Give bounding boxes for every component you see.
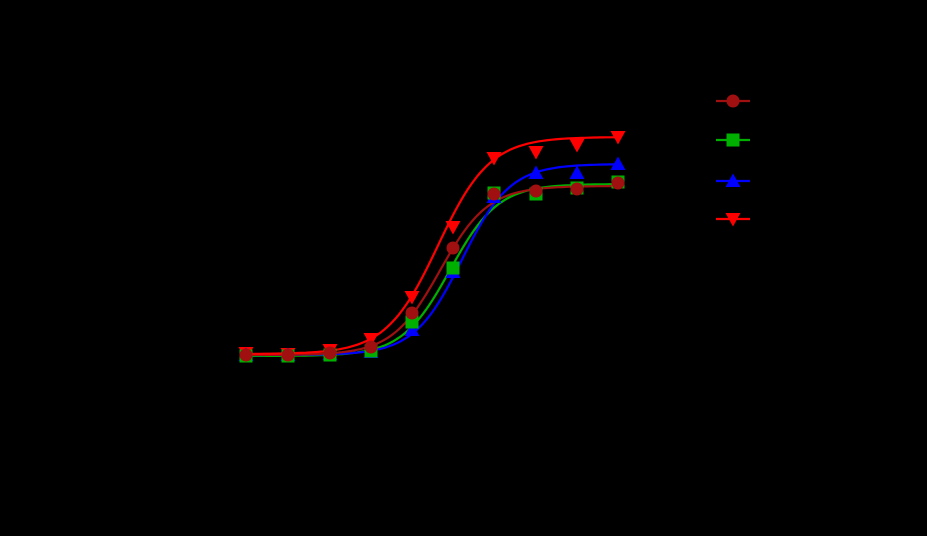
data-point-circle-7 (487, 187, 501, 201)
data-point-triangle-up-10 (610, 156, 626, 170)
curve-series-4-triangle-down (245, 136, 618, 355)
data-point-triangle-down-5 (404, 291, 420, 305)
data-point-triangle-down-7 (486, 152, 502, 166)
data-point-circle-3 (323, 346, 337, 360)
data-point-circle-1 (239, 348, 253, 362)
legend-entry-1 (716, 94, 750, 108)
legend-entry-4 (716, 213, 750, 227)
legend-marker-square-icon (726, 133, 740, 147)
data-point-triangle-down-6 (445, 221, 461, 235)
legend-marker-triangle-up-icon (725, 173, 741, 187)
curve-series-1-circle (246, 185, 618, 356)
data-point-triangle-up-8 (528, 165, 544, 179)
data-point-triangle-up-9 (569, 165, 585, 179)
markers-series-2-square (239, 175, 625, 363)
markers-series-1-circle (239, 176, 625, 362)
data-point-circle-5 (405, 306, 419, 320)
legend-entry-2 (716, 133, 750, 147)
legend (716, 94, 750, 227)
legend-marker-circle-icon (726, 94, 740, 108)
data-point-triangle-down-9 (569, 139, 585, 153)
data-point-triangle-up-5 (404, 322, 420, 336)
legend-entry-3 (716, 173, 750, 187)
data-point-square-5 (405, 315, 419, 329)
data-point-circle-6 (446, 241, 460, 255)
data-point-circle-10 (611, 176, 625, 190)
legend-marker-triangle-down-icon (725, 213, 741, 227)
data-point-triangle-down-10 (610, 131, 626, 145)
data-point-square-6 (446, 261, 460, 275)
data-point-triangle-down-4 (363, 333, 379, 347)
data-point-circle-9 (570, 182, 584, 196)
data-point-circle-4 (364, 340, 378, 354)
fitted-curves (245, 136, 618, 358)
data-point-triangle-down-8 (528, 146, 544, 160)
curve-series-2-square (246, 183, 618, 358)
data-point-circle-2 (281, 348, 295, 362)
data-point-circle-8 (529, 184, 543, 198)
